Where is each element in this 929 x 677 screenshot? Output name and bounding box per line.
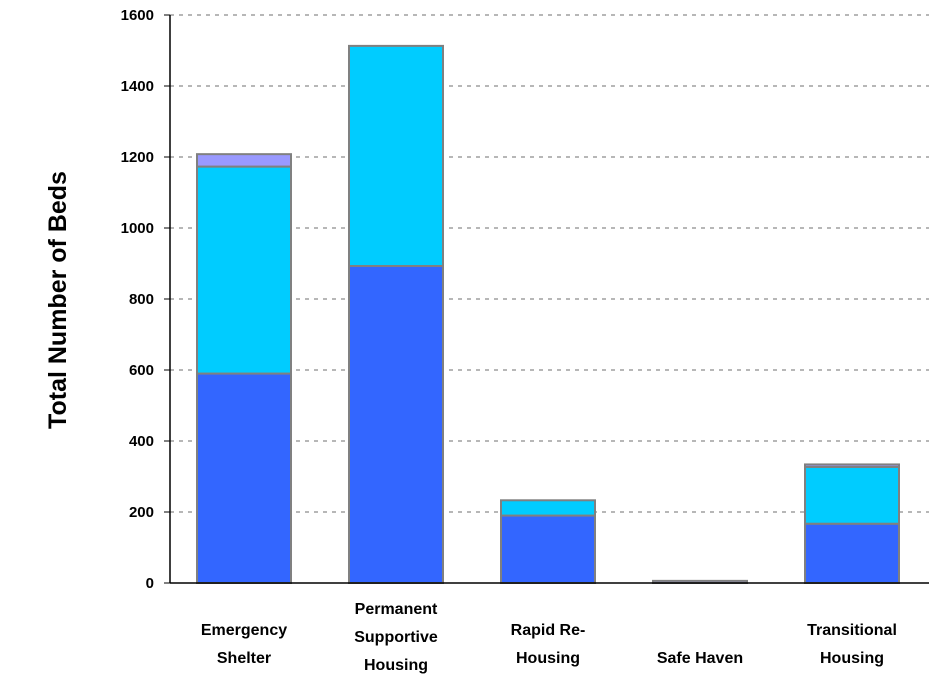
y-tick-label: 1000 [121, 220, 154, 237]
y-tick-label: 400 [129, 433, 154, 450]
x-category-label: Transitional Housing [807, 622, 897, 667]
x-category-label: Safe Haven [657, 650, 743, 667]
x-category-label: Rapid Re-Housing [511, 622, 586, 667]
y-tick-label: 1600 [121, 7, 154, 24]
bar-segment [500, 514, 596, 584]
y-axis-label: Total Number of Beds [44, 171, 72, 429]
y-tick-label: 1200 [121, 149, 154, 166]
bars [196, 44, 900, 585]
y-tick-label: 200 [129, 504, 154, 521]
y-tick-labels: 0 200 400 600 800 1000 1200 1400 1600 [121, 7, 154, 592]
x-category-label: Permanent Supportive Housing [354, 601, 438, 674]
bar-segment [196, 153, 292, 168]
bar-segment [196, 372, 292, 584]
bar-segment [196, 165, 292, 375]
bar-segment [804, 463, 900, 468]
y-tick-label: 800 [129, 291, 154, 308]
bar-segment [804, 465, 900, 525]
y-tick-label: 600 [129, 362, 154, 379]
gridlines [164, 14, 929, 584]
bar-segment [804, 522, 900, 585]
y-tick-label: 0 [146, 575, 154, 592]
bar-segment [348, 264, 444, 584]
bar-segment [348, 44, 444, 267]
x-category-label: Emergency Shelter [201, 622, 287, 667]
y-tick-label: 1400 [121, 78, 154, 95]
axes [169, 15, 929, 584]
bar-segment [500, 499, 596, 517]
x-category-labels: Emergency Shelter Permanent Supportive Housi… [201, 601, 897, 674]
